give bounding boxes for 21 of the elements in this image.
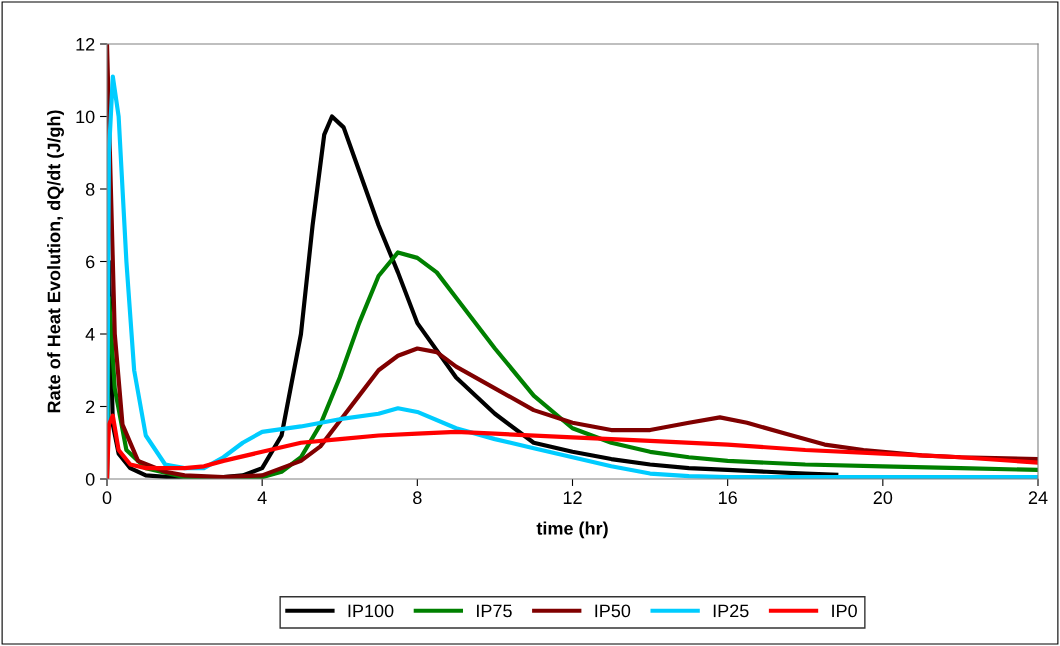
x-axis-title: time (hr) xyxy=(536,521,608,539)
legend-label: IP50 xyxy=(595,604,631,618)
y-tick-label: 4 xyxy=(85,328,95,341)
x-tick-label: 20 xyxy=(873,491,893,505)
x-tick-label: 24 xyxy=(1028,491,1048,504)
y-tick-label: 6 xyxy=(86,255,95,269)
y-tick-label: 12 xyxy=(76,37,95,51)
x-tick-label: 16 xyxy=(719,491,737,505)
legend-label: IP25 xyxy=(713,604,749,618)
y-tick-label: 10 xyxy=(76,110,95,124)
y-tick-label: 2 xyxy=(86,400,95,414)
y-axis-title: Rate of Heat Evolution, dQ/dt (J/gh) xyxy=(47,110,64,413)
y-tick-label: 8 xyxy=(85,182,95,196)
x-tick-label: 8 xyxy=(413,491,422,505)
legend-label: IP75 xyxy=(477,604,512,618)
x-tick-label: 12 xyxy=(563,491,582,504)
x-tick-label: 0 xyxy=(102,491,112,505)
x-tick-label: 4 xyxy=(257,491,267,504)
y-tick-label: 0 xyxy=(85,472,95,486)
legend-label: IP100 xyxy=(348,604,394,618)
legend-label: IP0 xyxy=(832,604,857,618)
